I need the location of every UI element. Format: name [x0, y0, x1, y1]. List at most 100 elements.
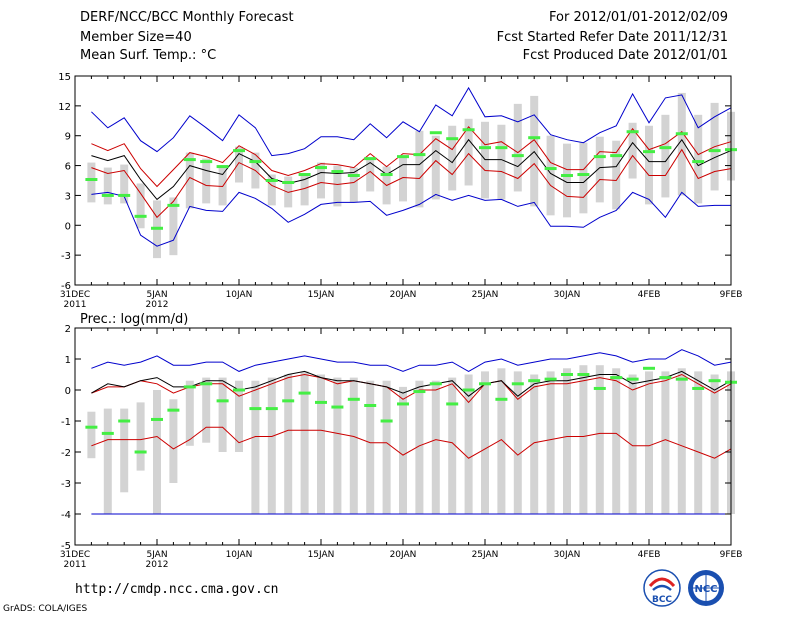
p2-box [235, 380, 243, 452]
p1-box [317, 162, 325, 199]
p2-box [87, 411, 96, 459]
p2-xtick-label: 5JAN [146, 550, 167, 560]
p1-obs-marker [561, 174, 573, 178]
p1-obs-marker [298, 173, 311, 177]
p2-box [694, 371, 703, 514]
p2-obs-marker [183, 385, 196, 389]
p2-box [349, 377, 358, 514]
p1-obs-marker [413, 153, 426, 157]
p2-obs-marker [462, 388, 475, 392]
p2-obs-marker [708, 379, 721, 383]
p2-xtick-year-label: 2012 [146, 560, 169, 570]
p2-box [464, 374, 473, 514]
p1-obs-marker [708, 149, 721, 153]
p1-box [563, 143, 571, 218]
p2-obs-marker [495, 397, 508, 401]
p1-box [661, 114, 670, 198]
p1-obs-marker [282, 180, 295, 184]
p1-box [399, 155, 407, 202]
p2-ytick-label: -3 [61, 479, 71, 490]
p1-box [366, 159, 375, 192]
p2-obs-marker [561, 373, 573, 376]
p2-obs-marker [413, 390, 426, 394]
p1-ytick-label: 12 [58, 102, 71, 113]
p2-obs-marker [347, 397, 360, 401]
p2-obs-marker [233, 388, 245, 392]
p1-box [300, 174, 309, 206]
p1-ytick-label: 15 [58, 72, 71, 83]
p2-xtick-label: 31DEC [60, 550, 90, 560]
p1-obs-marker [101, 193, 114, 197]
p2-series-upper [91, 373, 732, 404]
forecast-period: For 2012/01/01-2012/02/09 [549, 10, 728, 25]
p1-obs-marker [200, 160, 213, 164]
p1-obs-marker [134, 214, 147, 218]
p2-obs-marker [200, 382, 213, 386]
p2-box [317, 374, 325, 514]
p2-box [595, 365, 604, 514]
p2-obs-marker [331, 405, 344, 409]
fcst-started-date: Fcst Started Refer Date 2011/12/31 [496, 30, 728, 45]
p1-box [267, 174, 276, 206]
p1-obs-marker [446, 137, 459, 141]
website-url[interactable]: http://cmdp.ncc.cma.gov.cn [75, 582, 279, 597]
p1-xtick-label: 25JAN [472, 290, 499, 300]
p1-xtick-label: 20JAN [390, 290, 417, 300]
p1-obs-marker [692, 160, 705, 164]
p2-obs-marker [364, 404, 377, 407]
p2-box [202, 377, 211, 443]
p2-obs-marker [610, 376, 623, 380]
p2-box [136, 402, 145, 471]
p1-series-upper [91, 126, 732, 188]
p2-obs-marker [675, 377, 688, 381]
p1-box [202, 158, 211, 204]
p2-obs-marker [659, 376, 672, 380]
p1-obs-marker [429, 131, 442, 135]
p1-obs-marker [331, 170, 344, 174]
p1-box [103, 167, 112, 205]
p2-series-max [91, 349, 732, 372]
p1-obs-marker [593, 155, 606, 159]
p1-box [415, 130, 424, 208]
p1-ytick-label: 6 [65, 162, 71, 173]
p1-xtick-label: 30JAN [554, 290, 581, 300]
p2-ytick-label: -1 [61, 417, 71, 428]
p1-obs-marker [544, 167, 557, 171]
p2-ytick-label: 0 [65, 386, 71, 397]
p1-ytick-label: -6 [61, 281, 71, 292]
p1-obs-marker [364, 157, 377, 161]
precip-panel-label: Prec.: log(mm/d) [80, 312, 188, 327]
p2-obs-marker [167, 408, 180, 412]
p2-obs-marker [429, 382, 442, 386]
p2-box [185, 380, 194, 446]
p1-obs-marker [577, 173, 590, 177]
p2-obs-marker [528, 379, 541, 383]
p2-box [497, 368, 506, 514]
p2-obs-marker [380, 419, 393, 423]
p1-box [218, 165, 227, 206]
p1-ytick-label: -3 [61, 251, 71, 262]
p2-obs-marker [265, 407, 278, 411]
p1-series-lower [91, 148, 732, 219]
p1-box [677, 92, 686, 196]
p1-box [136, 183, 145, 229]
p2-xtick-label: 25JAN [472, 550, 499, 560]
p1-obs-marker [118, 193, 131, 197]
p1-ytick-label: 0 [65, 221, 71, 232]
p2-box [103, 408, 112, 514]
p1-obs-marker [511, 154, 524, 158]
p1-box [497, 124, 506, 200]
p1-box [235, 146, 243, 183]
p2-box [579, 365, 588, 514]
p2-obs-marker [249, 407, 262, 411]
p2-box [399, 386, 407, 514]
p1-obs-marker [675, 132, 688, 136]
p2-xtick-label: 9FEB [720, 550, 743, 560]
p1-obs-marker [495, 146, 508, 150]
p2-series-lower [91, 426, 732, 459]
grads-credit: GrADS: COLA/IGES [3, 604, 88, 614]
p2-box [366, 380, 375, 514]
p2-obs-marker [151, 417, 163, 421]
ncc-logo: NCC [688, 570, 724, 606]
p2-box [120, 408, 129, 493]
